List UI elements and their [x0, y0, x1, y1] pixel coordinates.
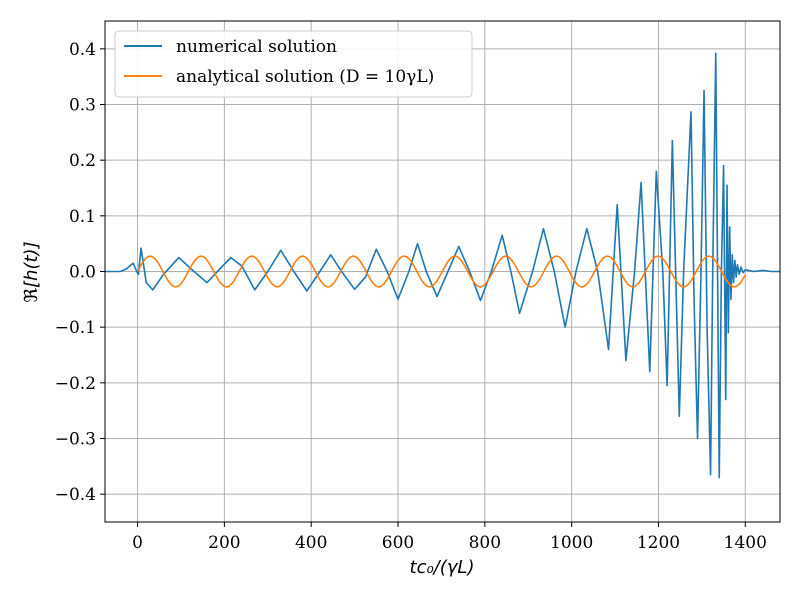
y-tick-label: −0.1 — [55, 318, 96, 338]
x-tick-label: 400 — [295, 533, 327, 553]
y-tick-label: −0.3 — [55, 430, 96, 450]
numerical-solution-line — [105, 52, 780, 479]
y-tick-label: 0.1 — [69, 207, 96, 227]
x-tick-label: 1200 — [637, 533, 680, 553]
x-tick-label: 1400 — [724, 533, 767, 553]
y-tick-label: 0.3 — [69, 96, 96, 116]
legend-label-analytical: analytical solution (D = 10γL) — [176, 67, 434, 87]
legend-box — [114, 30, 473, 98]
y-tick-label: 0.2 — [69, 151, 96, 171]
x-axis-ticks: 0 200 400 600 800 1000 1200 1400 — [132, 522, 767, 553]
x-tick-label: 800 — [469, 533, 501, 553]
y-tick-label: 0.4 — [69, 40, 96, 60]
x-tick-label: 200 — [208, 533, 240, 553]
y-tick-label: −0.2 — [55, 374, 96, 394]
x-tick-label: 0 — [132, 533, 143, 553]
plot-series — [105, 52, 780, 479]
analytical-solution-line — [136, 255, 746, 288]
y-tick-label: −0.4 — [55, 485, 96, 505]
y-axis-label: ℜ[h(t)] — [21, 241, 42, 302]
legend: numerical solution analytical solution (… — [114, 30, 473, 98]
x-tick-label: 1000 — [550, 533, 593, 553]
legend-label-numerical: numerical solution — [176, 37, 337, 57]
y-axis-ticks: −0.4 −0.3 −0.2 −0.1 0.0 0.1 0.2 0.3 0.4 — [55, 40, 105, 505]
x-axis-label: tc₀/(γL) — [410, 557, 475, 578]
y-tick-label: 0.0 — [69, 263, 96, 283]
x-tick-label: 600 — [382, 533, 414, 553]
